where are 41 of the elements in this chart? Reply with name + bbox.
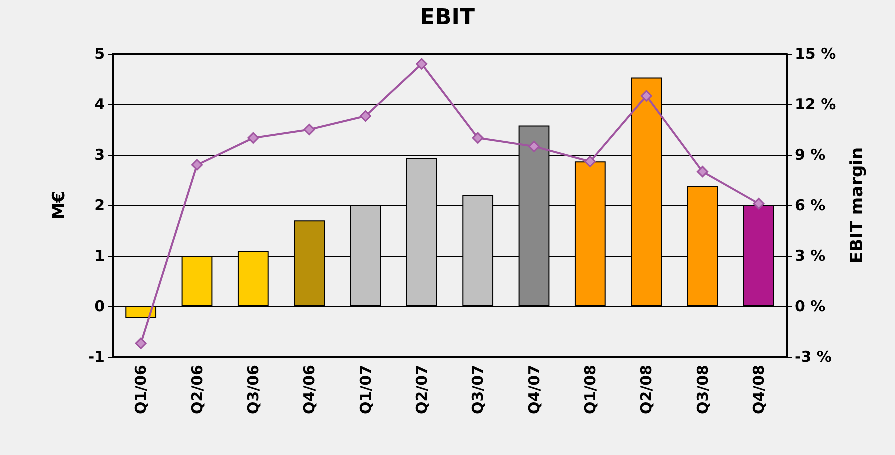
y-tick-label: 3 [94, 146, 105, 164]
point [584, 156, 596, 168]
y-tick-label: 0 [94, 298, 105, 316]
y2-tick-label: -3 % [795, 348, 832, 366]
y-tick-label: 1 [94, 247, 105, 265]
point [416, 58, 428, 70]
point [528, 140, 540, 152]
point [304, 124, 316, 136]
x-tick-label: Q1/07 [356, 365, 375, 415]
point [640, 90, 652, 102]
point [697, 166, 708, 178]
x-tick-label: Q1/08 [581, 365, 600, 415]
x-tick-label: Q4/06 [300, 365, 319, 415]
y-tick-label: 5 [94, 45, 105, 63]
x-tick-label: Q4/07 [525, 365, 544, 415]
x-tick-label: Q3/06 [244, 365, 262, 415]
y2-tick-label: 15 % [795, 45, 836, 63]
point [248, 132, 260, 144]
y-tick-label: 4 [94, 96, 105, 114]
x-tick-label: Q3/08 [694, 365, 712, 415]
point [472, 132, 484, 144]
y2-tick-label: 12 % [795, 96, 836, 114]
y2-tick-label: 0 % [795, 298, 826, 316]
y2-tick-label: 9 % [795, 146, 826, 164]
y-axis-title: M€ [50, 191, 70, 220]
point [360, 110, 372, 122]
point [192, 159, 203, 171]
chart-title: EBIT [420, 6, 475, 30]
x-tick-label: Q2/06 [188, 365, 206, 415]
x-tick-label: Q2/07 [412, 365, 431, 415]
x-tick-label: Q1/06 [132, 365, 150, 415]
x-tick-label: Q4/08 [750, 365, 768, 415]
y-tick-label: 2 [94, 196, 105, 214]
y-tick-label: -1 [88, 348, 105, 366]
x-tick-label: Q2/08 [638, 365, 656, 415]
y2-tick-label: 6 % [795, 196, 826, 214]
point [753, 198, 765, 210]
x-tick-label: Q3/07 [469, 365, 488, 415]
y2-tick-label: 3 % [795, 247, 826, 265]
y2-axis-title: EBIT margin [848, 147, 868, 264]
point [135, 338, 147, 350]
